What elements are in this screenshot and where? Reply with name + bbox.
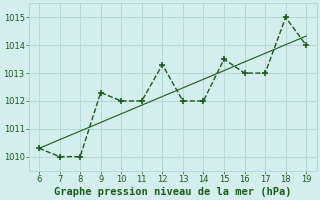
X-axis label: Graphe pression niveau de la mer (hPa): Graphe pression niveau de la mer (hPa): [54, 186, 292, 197]
